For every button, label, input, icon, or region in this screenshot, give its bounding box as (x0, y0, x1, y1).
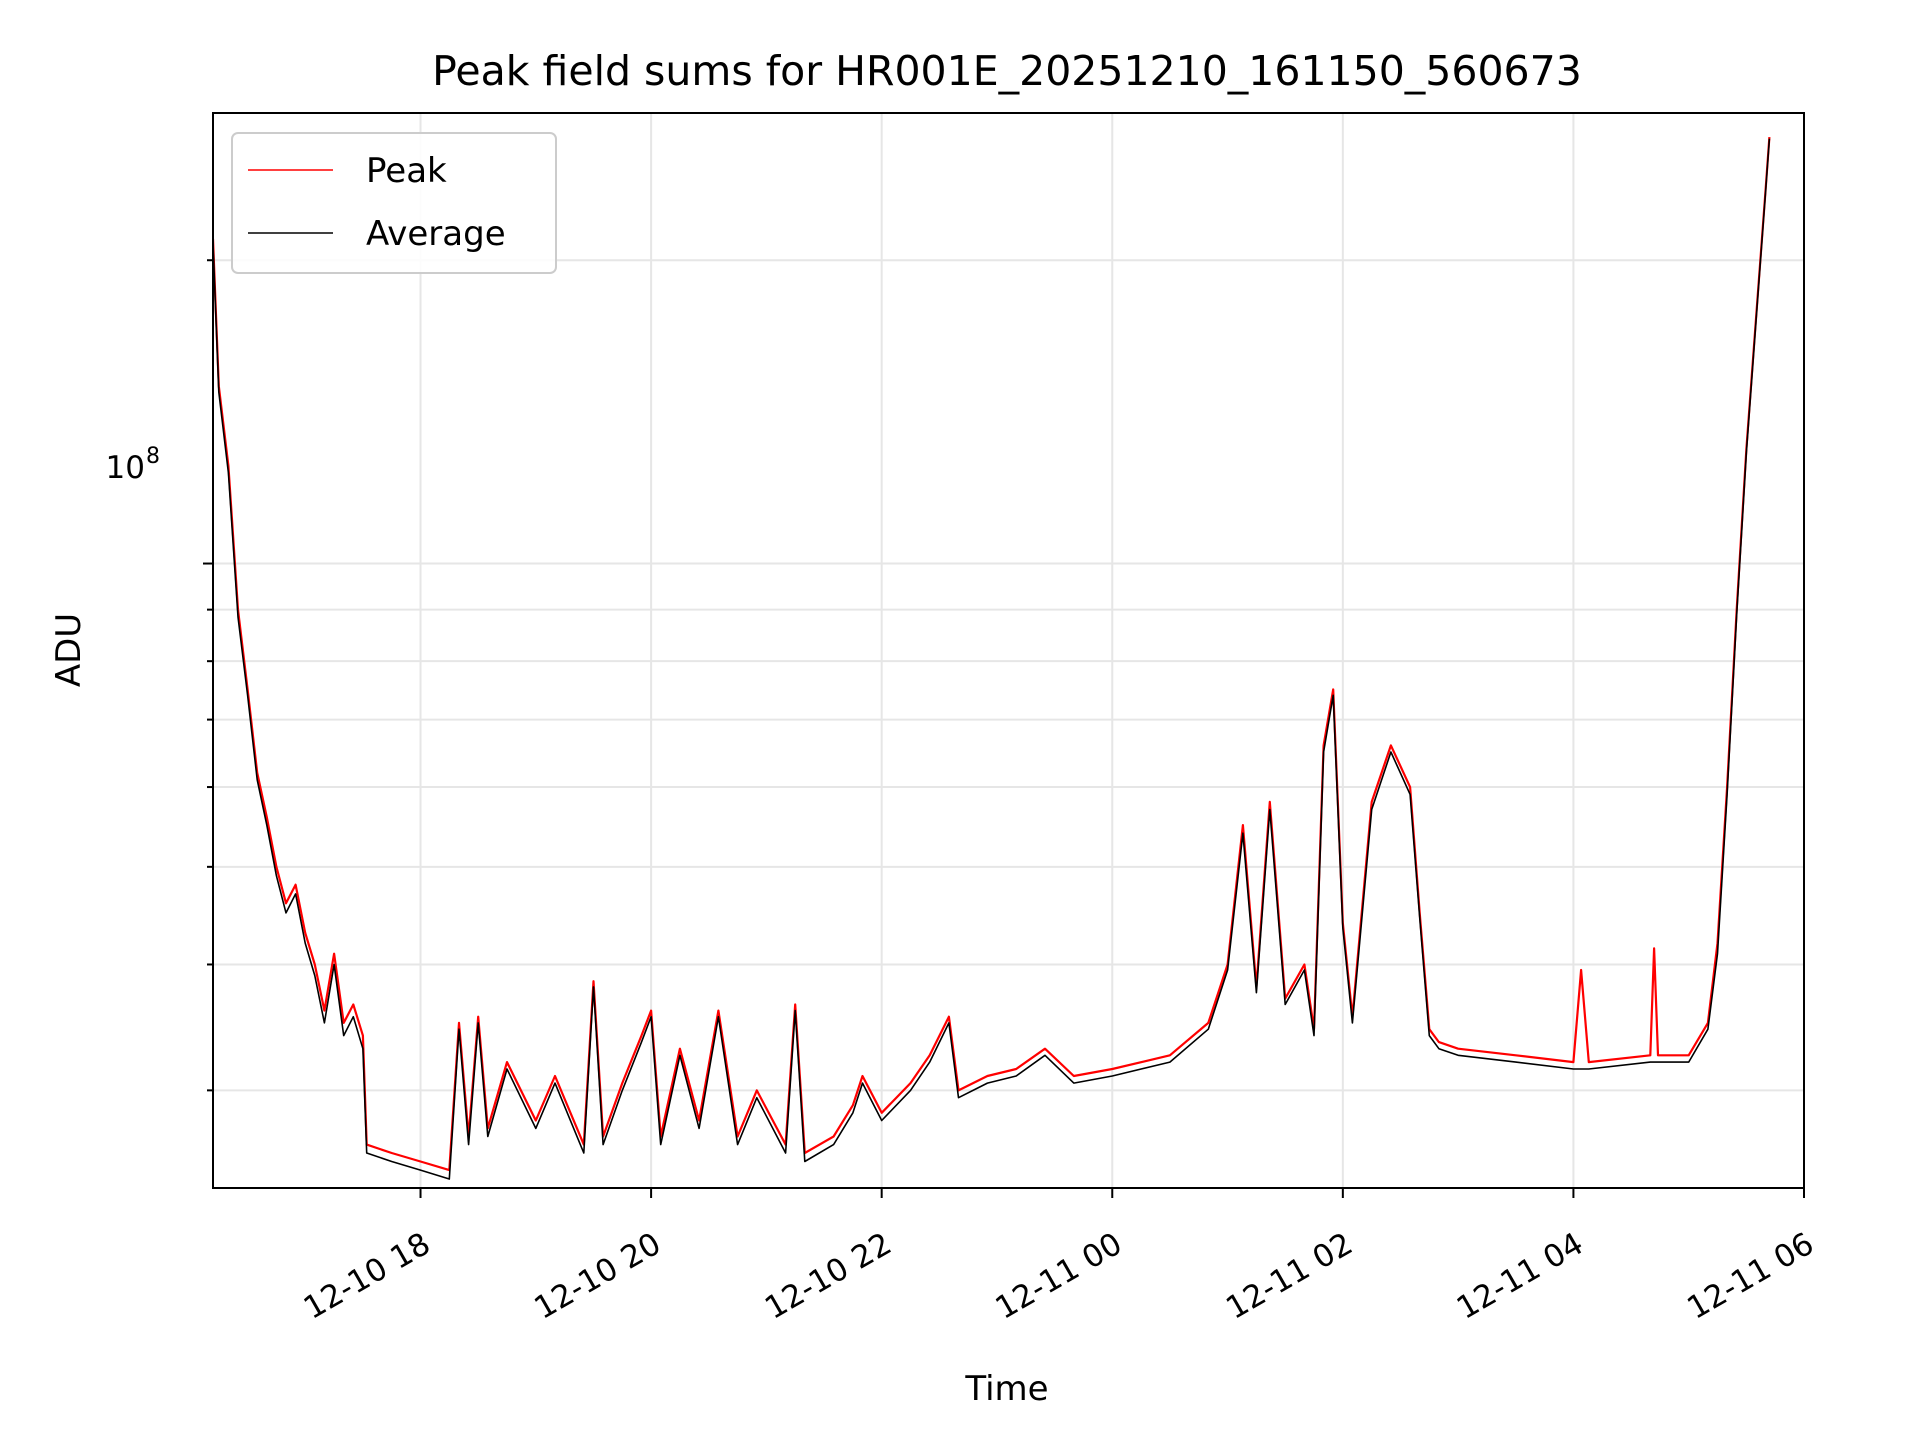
plot-frame (212, 112, 1805, 1189)
series-line-average (213, 138, 1771, 1180)
y-tick-exponent: 8 (146, 444, 160, 469)
legend-label-average: Average (366, 214, 506, 254)
legend-box (231, 132, 557, 274)
legend: Peak Average (231, 132, 557, 274)
y-axis-label: ADU (49, 613, 89, 687)
chart-title: Peak field sums for HR001E_20251210_1611… (432, 47, 1582, 95)
plot-series (213, 137, 1771, 1180)
grid (213, 113, 1804, 1188)
y-tick-base: 10 (106, 450, 145, 486)
y-tick-label: 10 8 (106, 444, 160, 486)
series-line-peak (213, 137, 1771, 1172)
x-axis-label: Time (964, 1369, 1048, 1409)
legend-label-peak: Peak (366, 151, 447, 191)
